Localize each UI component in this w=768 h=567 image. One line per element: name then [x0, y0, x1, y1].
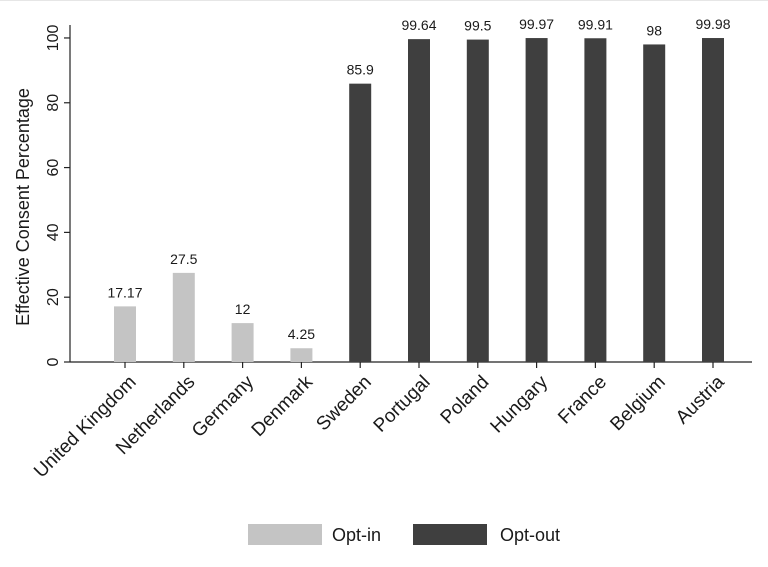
- value-label: 27.5: [170, 251, 197, 267]
- bar-portugal: [408, 39, 430, 362]
- value-label: 98: [646, 22, 662, 38]
- bar-netherlands: [172, 272, 195, 362]
- bar-denmark: [290, 348, 313, 362]
- y-tick-label: 20: [45, 288, 62, 306]
- value-label: 85.9: [347, 62, 374, 78]
- value-label: 17.17: [107, 284, 142, 300]
- x-category-label: Belgium: [606, 372, 669, 435]
- y-axis-label: Effective Consent Percentage: [13, 88, 33, 326]
- value-label: 99.64: [401, 17, 436, 33]
- value-label: 12: [235, 301, 251, 317]
- x-category-label: Germany: [188, 371, 258, 441]
- x-category-label: United Kingdom: [30, 372, 140, 482]
- x-category-label: Portugal: [370, 372, 435, 437]
- x-category-label: France: [554, 372, 611, 429]
- x-category-label: Denmark: [248, 371, 318, 441]
- y-tick-label: 60: [45, 159, 62, 177]
- value-label: 99.97: [519, 16, 554, 32]
- legend-swatch-opt-in: [248, 524, 322, 545]
- bar-belgium: [643, 44, 666, 362]
- y-tick-label: 100: [45, 25, 62, 52]
- bar-poland: [466, 39, 489, 363]
- x-category-label: Hungary: [487, 371, 553, 437]
- legend-swatch-opt-out: [413, 524, 487, 545]
- value-label: 4.25: [288, 326, 315, 342]
- bar-sweden: [349, 83, 372, 362]
- value-label: 99.5: [464, 18, 491, 34]
- value-label: 99.91: [578, 16, 613, 32]
- y-tick-label: 0: [45, 357, 62, 366]
- value-label: 99.98: [695, 16, 730, 32]
- bar-austria: [702, 38, 724, 363]
- x-category-label: Sweden: [312, 372, 375, 435]
- x-category-label: Poland: [437, 372, 494, 429]
- y-tick-label: 40: [45, 223, 62, 241]
- bar-united-kingdom: [114, 306, 136, 362]
- bar-hungary: [525, 38, 548, 363]
- bar-france: [584, 38, 607, 362]
- legend-label-opt-out: Opt-out: [500, 525, 560, 545]
- x-category-label: Austria: [672, 371, 729, 428]
- bar-germany: [231, 323, 254, 362]
- y-tick-label: 80: [45, 94, 62, 112]
- legend-label-opt-in: Opt-in: [332, 525, 381, 545]
